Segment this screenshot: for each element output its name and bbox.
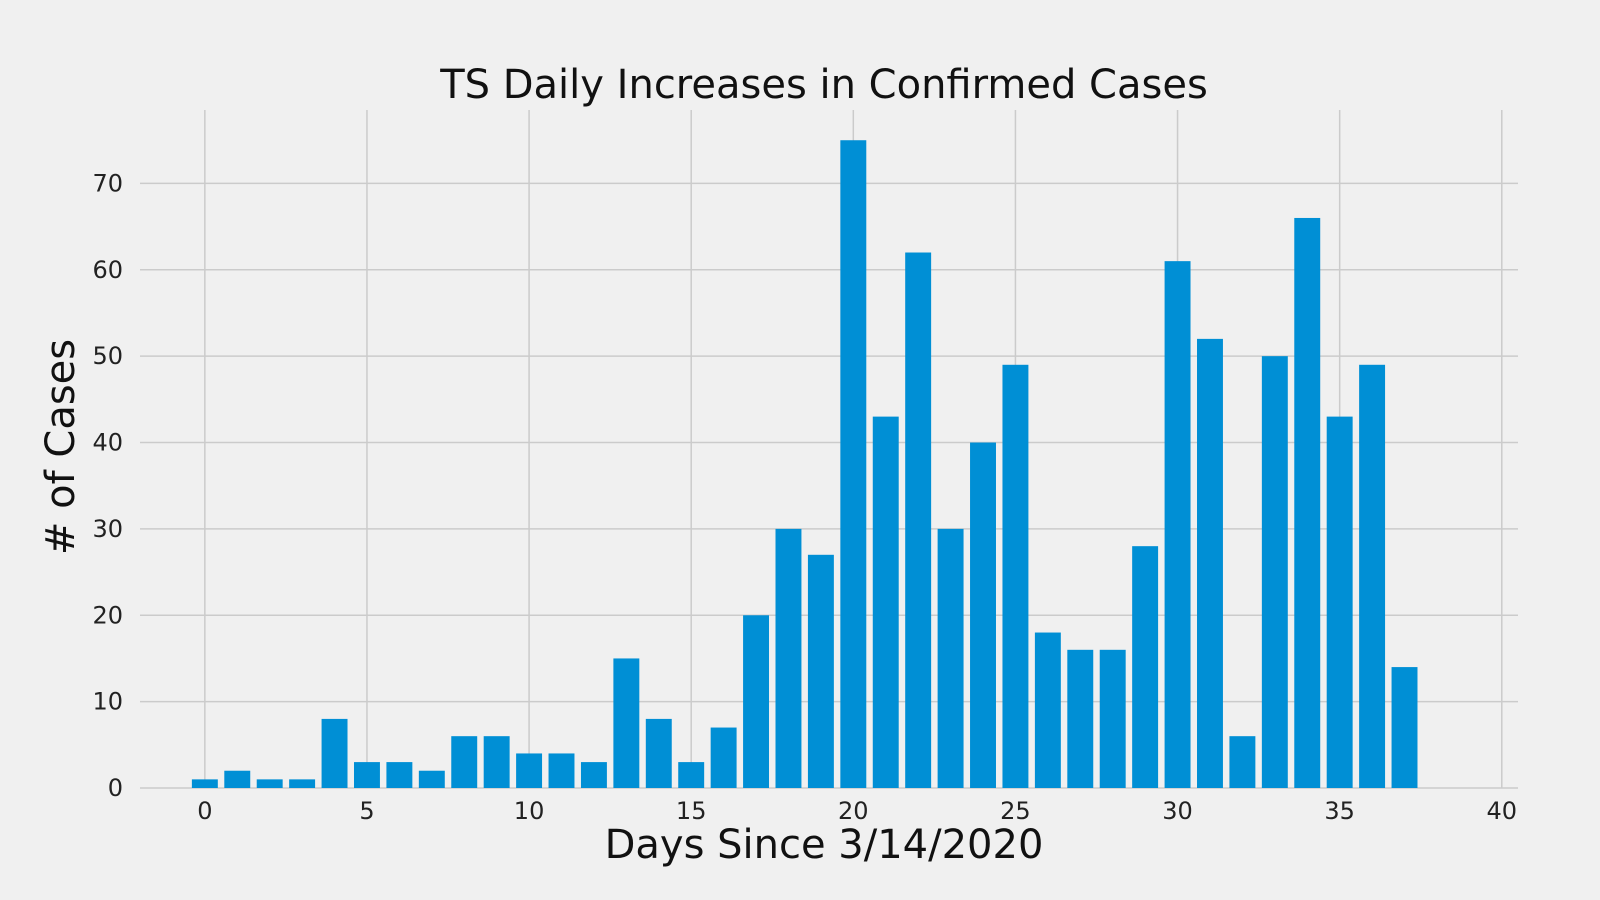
bar [645, 718, 672, 788]
bar [807, 554, 834, 788]
bar [905, 252, 932, 789]
y-tick-label: 0 [108, 774, 123, 802]
bar [970, 442, 996, 788]
x-tick-label: 20 [838, 797, 869, 825]
bar [289, 779, 316, 788]
y-tick-label: 50 [92, 342, 123, 370]
bar [1229, 736, 1256, 788]
y-tick-label: 30 [92, 515, 123, 543]
bar [386, 762, 413, 788]
bar [516, 753, 543, 788]
bar [548, 753, 575, 788]
bar [321, 718, 348, 788]
bar [1034, 632, 1061, 788]
bar [224, 770, 251, 788]
bar [1326, 416, 1353, 788]
bar [1164, 261, 1191, 788]
bar [418, 770, 445, 788]
bar [1359, 364, 1386, 788]
y-tick-label: 40 [92, 429, 123, 457]
bar [1294, 217, 1321, 788]
bar [1002, 364, 1029, 788]
x-tick-label: 10 [514, 797, 545, 825]
bar [1261, 356, 1288, 788]
x-tick-label: 25 [1000, 797, 1031, 825]
bar [580, 762, 607, 788]
y-tick-label: 70 [92, 169, 123, 197]
x-axis-label: Days Since 3/14/2020 [605, 822, 1044, 868]
y-tick-label: 60 [92, 256, 123, 284]
x-tick-label: 30 [1162, 797, 1193, 825]
bar [1067, 649, 1094, 788]
y-axis-label: # of Cases [38, 339, 84, 555]
bars [191, 140, 1418, 789]
bar [191, 779, 218, 788]
bar [937, 528, 964, 788]
x-tick-label: 35 [1324, 797, 1355, 825]
bar [743, 615, 770, 788]
bar [775, 528, 802, 788]
bar [840, 140, 867, 788]
bar [483, 736, 510, 788]
bar [1391, 667, 1418, 788]
bar [353, 762, 380, 788]
x-tick-label: 40 [1487, 797, 1518, 825]
tick-labels: 0 5 10 15 20 25 30 35 40 0 10 20 30 40 50 60 70 [92, 169, 1517, 825]
x-tick-label: 5 [359, 797, 374, 825]
bar [613, 658, 640, 788]
x-tick-label: 15 [676, 797, 707, 825]
bar [1132, 546, 1159, 788]
bar [872, 416, 899, 788]
bar [710, 727, 737, 788]
bar [1099, 649, 1126, 788]
chart-title: TS Daily Increases in Confirmed Cases [439, 62, 1208, 108]
y-tick-label: 10 [92, 688, 123, 716]
x-tick-label: 0 [197, 797, 212, 825]
y-tick-label: 20 [92, 601, 123, 629]
bar [451, 736, 478, 788]
bar [256, 779, 283, 788]
bar [678, 762, 705, 788]
bar [1197, 338, 1223, 788]
